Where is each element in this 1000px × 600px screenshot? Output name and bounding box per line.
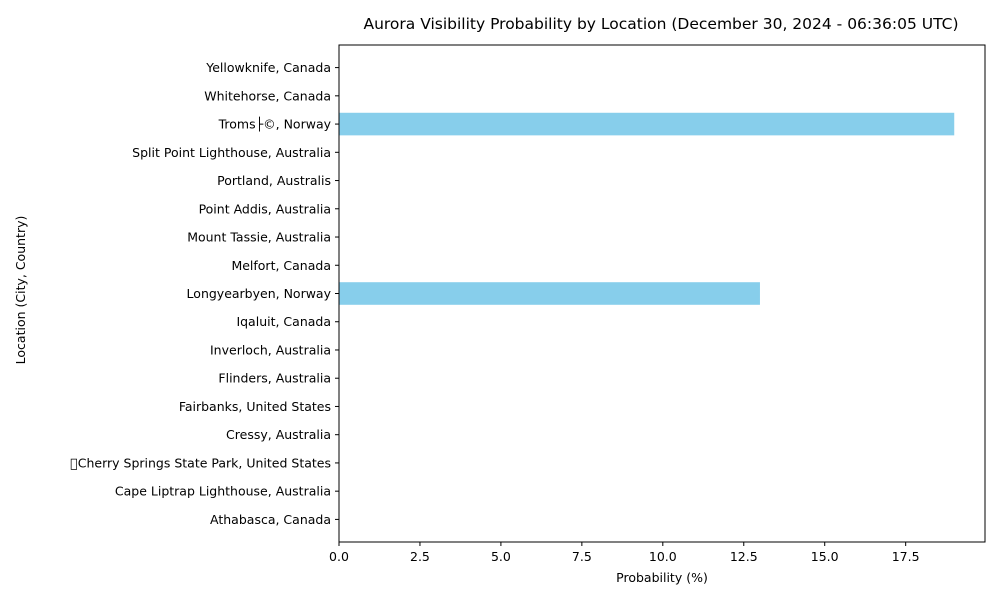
y-tick-label: Mount Tassie, Australia	[187, 230, 331, 245]
x-tick-label: 15.0	[811, 549, 839, 564]
plot-frame	[338, 44, 986, 543]
y-tick-label: Athabasca, Canada	[210, 512, 331, 527]
y-tick-label:  Cherry Springs State Park, United State…	[70, 455, 331, 470]
y-tick-label: Longyearbyen, Norway	[187, 286, 332, 301]
x-tick-label: 5.0	[491, 549, 511, 564]
y-tick-label: Iqaluit, Canada	[236, 314, 331, 329]
y-tick-label: Whitehorse, Canada	[204, 88, 331, 103]
y-tick-label: Split Point Lighthouse, Australia	[132, 145, 331, 160]
y-tick-label: Cape Liptrap Lighthouse, Australia	[115, 484, 331, 499]
bar	[339, 282, 760, 305]
y-tick-label: Flinders, Australia	[218, 371, 331, 386]
chart-title: Aurora Visibility Probability by Locatio…	[363, 15, 958, 33]
x-tick-label: 10.0	[649, 549, 677, 564]
y-tick-label: Inverloch, Australia	[210, 342, 331, 357]
y-axis-label: Location (City, Country)	[13, 216, 28, 365]
y-tick-label: Point Addis, Australia	[199, 201, 331, 216]
y-tick-label: Cressy, Australia	[226, 427, 331, 442]
x-tick-label: 2.5	[410, 549, 430, 564]
y-tick-label: Yellowknife, Canada	[205, 60, 331, 75]
x-tick-label: 0.0	[329, 549, 349, 564]
bar	[339, 112, 955, 136]
x-ticks-layer: 0.0 2.5 5.0 7.5 10.0 12.5 15.0 17.5	[329, 542, 920, 564]
x-axis-label: Probability (%)	[616, 570, 708, 585]
y-tick-label: Melfort, Canada	[231, 258, 331, 273]
x-tick-label: 17.5	[892, 549, 920, 564]
y-tick-label: Troms├©, Norway	[218, 117, 332, 133]
y-tick-label: Portland, Australis	[217, 173, 331, 188]
y-tick-label: Fairbanks, United States	[179, 399, 331, 414]
bars-layer	[339, 112, 955, 305]
x-tick-label: 12.5	[730, 549, 758, 564]
y-ticks-layer: Athabasca, Canada Cape Liptrap Lighthouse…	[70, 60, 339, 527]
x-tick-label: 7.5	[572, 549, 592, 564]
